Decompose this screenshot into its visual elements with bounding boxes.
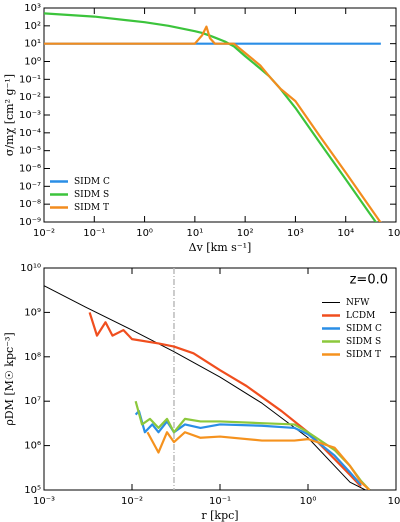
data-layer: [44, 268, 371, 490]
y-tick-label: 10⁻⁵: [19, 146, 41, 157]
plot-area: 10⁻² 10⁻¹ 10⁰ 10¹ 10² 10³ 10⁴ 10⁵ 10⁻⁹ 10⁻⁸ 10⁻⁷ 10…: [3, 3, 400, 254]
legend-label: SIDM S: [74, 190, 109, 200]
y-tick-label: 10⁻⁶: [19, 164, 41, 175]
x-tick-label: 10⁵: [388, 228, 400, 239]
series-line: [44, 285, 366, 490]
series-line: [146, 431, 371, 490]
y-tick-label: 10⁻⁴: [19, 128, 41, 139]
x-tick-label: 10²: [237, 228, 254, 239]
y-tick-label: 10⁻⁷: [19, 181, 41, 192]
x-tick-label: 10⁰: [300, 496, 317, 507]
x-tick-label: 10⁻¹: [209, 496, 231, 507]
y-tick-label: 10⁻⁸: [19, 199, 41, 210]
y-tick-label: 10⁻³: [19, 110, 41, 121]
x-axis-label: r [kpc]: [201, 509, 238, 522]
legend-label: LCDM: [346, 311, 375, 321]
x-tick-label: 10⁻²: [33, 228, 55, 239]
y-tick-label: 10⁹: [24, 307, 41, 318]
legend-label: SIDM C: [74, 177, 110, 187]
y-tick-label: 10⁻⁹: [19, 217, 41, 228]
x-tick-label: 10⁰: [136, 228, 153, 239]
series-line: [88, 312, 362, 488]
series-line: [44, 25, 382, 222]
legend-label: SIDM S: [346, 337, 381, 347]
legend-label: SIDM T: [346, 350, 381, 360]
data-layer: [44, 12, 382, 222]
plot-area: 10⁻³ 10⁻² 10⁻¹ 10⁰ 10¹ 10⁵ 10⁶ 10⁷ 10⁸ 10⁹ 10¹⁰ r […: [3, 263, 400, 522]
x-axis-label: Δv [km s⁻¹]: [189, 241, 252, 254]
y-tick-label: 10⁻²: [19, 92, 41, 103]
x-tick-label: 10⁻¹: [83, 228, 105, 239]
series-line: [134, 400, 371, 490]
x-tick-label: 10¹: [186, 228, 203, 239]
legend-label: NFW: [346, 298, 370, 308]
y-tick-label: 10⁷: [24, 396, 41, 407]
y-tick-label: 10²: [24, 21, 41, 32]
y-axis-label: ρDM [M☉ kpc⁻³]: [3, 332, 16, 425]
y-tick-label: 10⁰: [24, 57, 41, 68]
y-axis-label: σ/mχ [cm² g⁻¹]: [3, 74, 16, 156]
x-tick-label: 10¹: [388, 496, 400, 507]
x-tick-label: 10⁻³: [33, 496, 55, 507]
legend-label: SIDM T: [74, 203, 109, 213]
y-tick-label: 10⁶: [24, 441, 41, 452]
y-tick-label: 10⁻¹: [19, 74, 41, 85]
x-tick-label: 10⁻²: [121, 496, 143, 507]
legend-label: SIDM C: [346, 324, 382, 334]
x-tick-label: 10³: [287, 228, 304, 239]
y-tick-label: 10¹: [24, 39, 41, 50]
y-tick-label: 10⁸: [24, 352, 41, 363]
series-line: [134, 409, 362, 486]
y-tick-label: 10³: [24, 3, 41, 14]
y-tick-label: 10⁵: [24, 485, 41, 496]
y-tick-label: 10¹⁰: [20, 263, 41, 274]
annotation: z=0.0: [350, 273, 388, 288]
x-tick-label: 10⁴: [337, 228, 354, 239]
